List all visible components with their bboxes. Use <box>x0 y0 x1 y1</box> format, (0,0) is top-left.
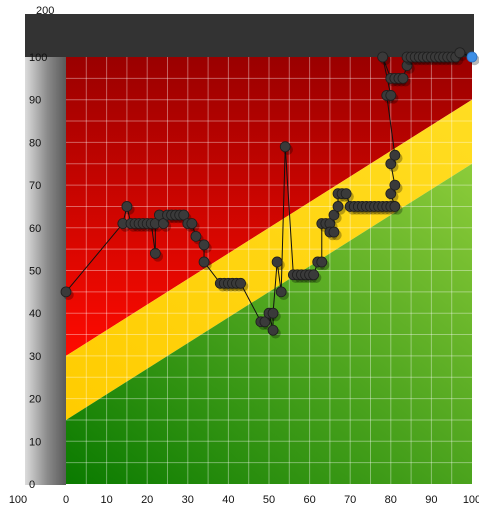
data-point <box>385 90 397 101</box>
data-point <box>198 256 210 268</box>
x-tick-label: 20 <box>141 494 153 506</box>
x-tick-label: 70 <box>344 494 356 506</box>
y-tick-label: 90 <box>29 95 41 107</box>
data-point <box>190 230 202 242</box>
data-point <box>186 218 198 229</box>
y-tick-label: 0 <box>29 479 35 491</box>
data-point <box>454 47 466 59</box>
data-point <box>271 256 283 268</box>
x-tick-label: 60 <box>303 494 315 506</box>
x-tick-label: 0 <box>63 494 69 506</box>
y-tick-label: 30 <box>29 351 41 363</box>
axis-ticks: 0 10 20 30 40 50 60 70 80 90 100100010203040506070… <box>9 5 479 506</box>
data-point <box>267 324 279 336</box>
top-dark-band <box>25 14 474 57</box>
x-tick-label: 10 <box>100 494 112 506</box>
y-tick-label: 70 <box>29 180 41 192</box>
data-point <box>279 141 291 153</box>
data-point <box>275 286 287 298</box>
x-tick-label: 40 <box>222 494 234 506</box>
x-axis-outer-label: 100 <box>9 494 27 506</box>
data-point <box>198 239 210 251</box>
data-point <box>397 72 409 84</box>
data-point <box>389 201 401 212</box>
data-point <box>60 286 72 298</box>
data-point <box>389 179 401 191</box>
data-point <box>308 269 320 281</box>
data-point <box>267 307 279 319</box>
y-axis-top-label: 200 <box>36 5 54 17</box>
x-tick-label: 100 <box>463 494 479 506</box>
x-tick-label: 50 <box>263 494 275 506</box>
x-tick-label: 80 <box>385 494 397 506</box>
y-tick-label: 10 <box>29 436 41 448</box>
band-yellow <box>66 99 472 420</box>
grid <box>66 57 472 484</box>
x-tick-label: 90 <box>425 494 437 506</box>
y-tick-label: 20 <box>29 394 41 406</box>
y-tick-label: 100 <box>29 52 47 64</box>
y-tick-label: 80 <box>29 137 41 149</box>
data-point <box>316 256 328 268</box>
band-red <box>66 57 472 356</box>
left-gray-strip <box>25 57 66 485</box>
y-tick-label: 60 <box>29 223 41 235</box>
data-point <box>149 248 161 259</box>
data-point <box>328 226 340 238</box>
y-tick-label: 50 <box>29 266 41 278</box>
y-tick-label: 40 <box>29 308 41 320</box>
data-point <box>340 188 352 200</box>
data-point-latest <box>466 51 478 63</box>
data-point <box>332 201 344 212</box>
data-point <box>121 201 133 212</box>
data-point <box>377 51 389 63</box>
x-tick-label: 30 <box>182 494 194 506</box>
data-points <box>60 47 479 339</box>
data-point <box>389 149 401 161</box>
data-point <box>235 277 246 289</box>
